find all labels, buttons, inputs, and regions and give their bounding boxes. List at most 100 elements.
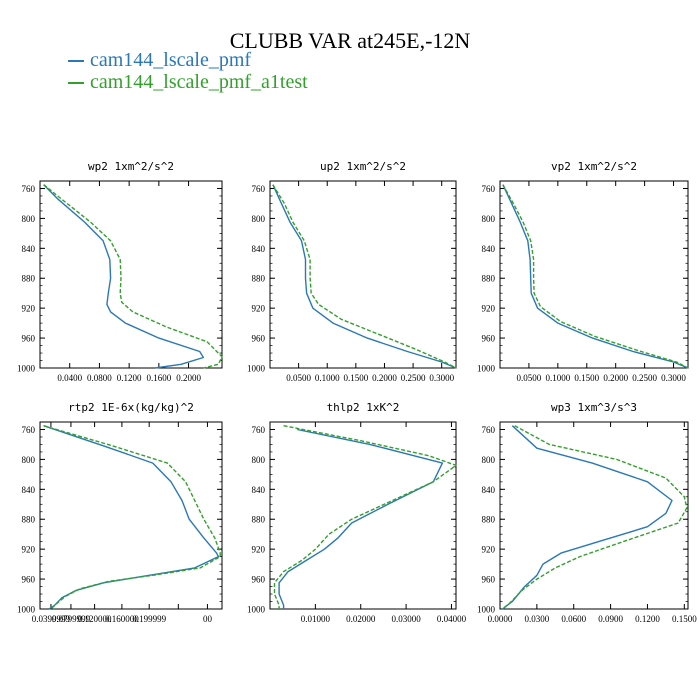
x-tick-label: 0.0300 (524, 614, 549, 624)
y-tick-label: 760 (22, 184, 36, 194)
plot-frame (39, 180, 223, 369)
panel-title: wp2 1xm^2/s^2 (88, 160, 174, 173)
series-line-2 (272, 184, 457, 369)
panel-2: up2 1xm^2/s^2 760 800 840 880 920 960 1000 0.050… (247, 160, 457, 383)
y-tick-label: 840 (482, 244, 496, 254)
x-tick-label: 0.1200 (635, 614, 660, 624)
x-tick-label: 0.01000 (301, 614, 331, 624)
y-tick-label: 920 (22, 304, 36, 314)
y-tick-label: 800 (22, 455, 36, 465)
y-tick-label: 920 (252, 304, 266, 314)
y-tick-label: 840 (22, 244, 36, 254)
series-line-1 (278, 428, 444, 609)
y-tick-label: 920 (252, 545, 266, 555)
legend-entry-1: cam144_lscale_pmf (68, 49, 251, 72)
panel-5: thlp2 1xK^2 760 800 840 880 920 960 1000 0.01000… (247, 401, 467, 624)
x-tick-label: 0.1200 (117, 373, 142, 383)
x-tick-label: 0.1500 (672, 614, 697, 624)
x-tick-label: 0.0800 (87, 373, 112, 383)
series-line-2 (43, 425, 221, 610)
legend-label-2: cam144_lscale_pmf_a1test (90, 71, 308, 93)
y-tick-label: 920 (22, 545, 36, 555)
panel-title: rtp2 1E-6x(kg/kg)^2 (68, 401, 194, 414)
y-tick-label: 840 (252, 485, 266, 495)
legend-swatch-1 (68, 60, 84, 63)
plot-frame (499, 421, 689, 610)
panel-title: wp3 1xm^3/s^3 (551, 401, 637, 414)
x-tick-label: 0.02000 (346, 614, 376, 624)
y-tick-label: 800 (22, 214, 36, 224)
y-tick-label: 840 (22, 485, 36, 495)
y-tick-label: 960 (252, 575, 266, 585)
x-tick-label: 0.2000 (603, 373, 628, 383)
panel-title: vp2 1xm^2/s^2 (551, 160, 637, 173)
x-tick-label: 0.3000 (661, 373, 686, 383)
y-tick-label: 1000 (477, 605, 496, 615)
y-tick-label: 800 (482, 455, 496, 465)
panel-1: wp2 1xm^2/s^2 760 800 840 880 920 960 1000 0.040… (17, 160, 223, 383)
legend-swatch-2 (68, 82, 84, 85)
x-tick-label: 0.0799999 (52, 614, 91, 624)
x-tick-label: 0.0400 (57, 373, 82, 383)
y-tick-label: 960 (22, 575, 36, 585)
x-tick-label: 0.0000 (488, 614, 513, 624)
panel-4: rtp2 1E-6x(kg/kg)^2 760 800 840 880 920 960 100… (17, 401, 223, 624)
series-line-1 (43, 184, 205, 369)
y-tick-label: 840 (252, 244, 266, 254)
y-tick-label: 760 (482, 425, 496, 435)
panel-3: vp2 1xm^2/s^2 760 800 840 880 920 960 1000 0.050… (477, 160, 689, 383)
x-tick-label: 0.199999 (132, 614, 166, 624)
y-tick-label: 880 (252, 515, 266, 525)
y-tick-label: 880 (22, 274, 36, 284)
y-tick-label: 800 (482, 214, 496, 224)
y-tick-label: 1000 (17, 364, 36, 374)
y-tick-label: 880 (252, 274, 266, 284)
y-tick-label: 760 (22, 425, 36, 435)
x-tick-label: 0.1500 (343, 373, 368, 383)
x-tick-label: 00 (203, 614, 213, 624)
x-tick-label: 0.2500 (401, 373, 426, 383)
y-tick-label: 880 (482, 274, 496, 284)
y-tick-label: 800 (252, 455, 266, 465)
y-tick-label: 760 (482, 184, 496, 194)
figure-title: CLUBB VAR at245E,-12N (229, 28, 471, 53)
y-tick-label: 960 (22, 334, 36, 344)
x-tick-label: 0.0900 (598, 614, 623, 624)
panel-title: thlp2 1xK^2 (327, 401, 400, 414)
x-tick-label: 0.3000 (429, 373, 454, 383)
y-tick-label: 840 (482, 485, 496, 495)
y-tick-label: 760 (252, 425, 266, 435)
x-tick-label: 0.160000 (105, 614, 139, 624)
x-tick-label: 0.1600 (146, 373, 171, 383)
x-tick-label: 0.0600 (561, 614, 586, 624)
series-line-1 (502, 184, 689, 369)
x-tick-label: 0.03000 (391, 614, 421, 624)
series-line-1 (272, 184, 457, 369)
y-tick-label: 960 (482, 334, 496, 344)
panel-title: up2 1xm^2/s^2 (320, 160, 406, 173)
y-tick-label: 960 (482, 575, 496, 585)
legend-entry-2: cam144_lscale_pmf_a1test (68, 71, 308, 94)
series-line-2 (502, 184, 689, 369)
plot-frame (499, 180, 689, 369)
x-tick-label: 0.2000 (372, 373, 397, 383)
x-tick-label: 0.0500 (517, 373, 542, 383)
series-line-2 (43, 184, 223, 369)
x-tick-label: 0.1000 (315, 373, 340, 383)
series-line-2 (273, 425, 457, 609)
y-tick-label: 880 (22, 515, 36, 525)
y-tick-label: 760 (252, 184, 266, 194)
x-tick-label: 0.2500 (632, 373, 657, 383)
y-tick-label: 1000 (17, 605, 36, 615)
x-tick-label: 0.2000 (176, 373, 201, 383)
y-tick-label: 800 (252, 214, 266, 224)
x-tick-label: 0.120000 (78, 614, 112, 624)
y-tick-label: 1000 (477, 364, 496, 374)
y-tick-label: 960 (252, 334, 266, 344)
panel-6: wp3 1xm^3/s^3 760 800 840 880 920 960 10000.000… (477, 401, 697, 624)
plot-frame (39, 421, 223, 610)
y-tick-label: 880 (482, 515, 496, 525)
y-tick-label: 920 (482, 545, 496, 555)
